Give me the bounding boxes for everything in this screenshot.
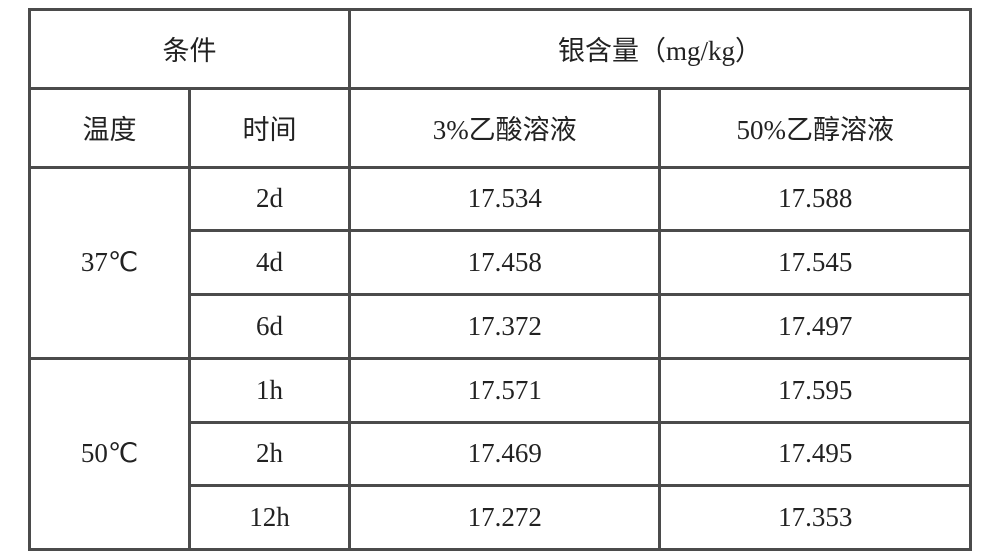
cell-acetic: 17.571 [349,358,660,422]
header-acetic-acid: 3%乙酸溶液 [349,88,660,167]
cell-acetic: 17.458 [349,231,660,295]
cell-time: 12h [189,486,349,550]
cell-time: 1h [189,358,349,422]
cell-acetic: 17.372 [349,295,660,359]
cell-ethanol: 17.595 [660,358,971,422]
table-row: 50℃ 1h 17.571 17.595 [30,358,971,422]
cell-ethanol: 17.353 [660,486,971,550]
table-header-row-2: 温度 时间 3%乙酸溶液 50%乙醇溶液 [30,88,971,167]
table-container: 条件 银含量（mg/kg） 温度 时间 3%乙酸溶液 50%乙醇溶液 37℃ 2… [0,0,1000,559]
header-ethanol: 50%乙醇溶液 [660,88,971,167]
data-table: 条件 银含量（mg/kg） 温度 时间 3%乙酸溶液 50%乙醇溶液 37℃ 2… [28,8,972,551]
cell-time: 2d [189,167,349,231]
cell-ethanol: 17.497 [660,295,971,359]
cell-ethanol: 17.545 [660,231,971,295]
cell-ethanol: 17.495 [660,422,971,486]
table-row: 37℃ 2d 17.534 17.588 [30,167,971,231]
cell-time: 6d [189,295,349,359]
cell-time: 2h [189,422,349,486]
cell-acetic: 17.534 [349,167,660,231]
header-silver-content: 银含量（mg/kg） [349,10,970,89]
cell-acetic: 17.469 [349,422,660,486]
header-time: 时间 [189,88,349,167]
cell-temperature: 50℃ [30,358,190,549]
table-header-row-1: 条件 银含量（mg/kg） [30,10,971,89]
cell-time: 4d [189,231,349,295]
cell-temperature: 37℃ [30,167,190,358]
cell-acetic: 17.272 [349,486,660,550]
header-temperature: 温度 [30,88,190,167]
cell-ethanol: 17.588 [660,167,971,231]
header-conditions: 条件 [30,10,350,89]
